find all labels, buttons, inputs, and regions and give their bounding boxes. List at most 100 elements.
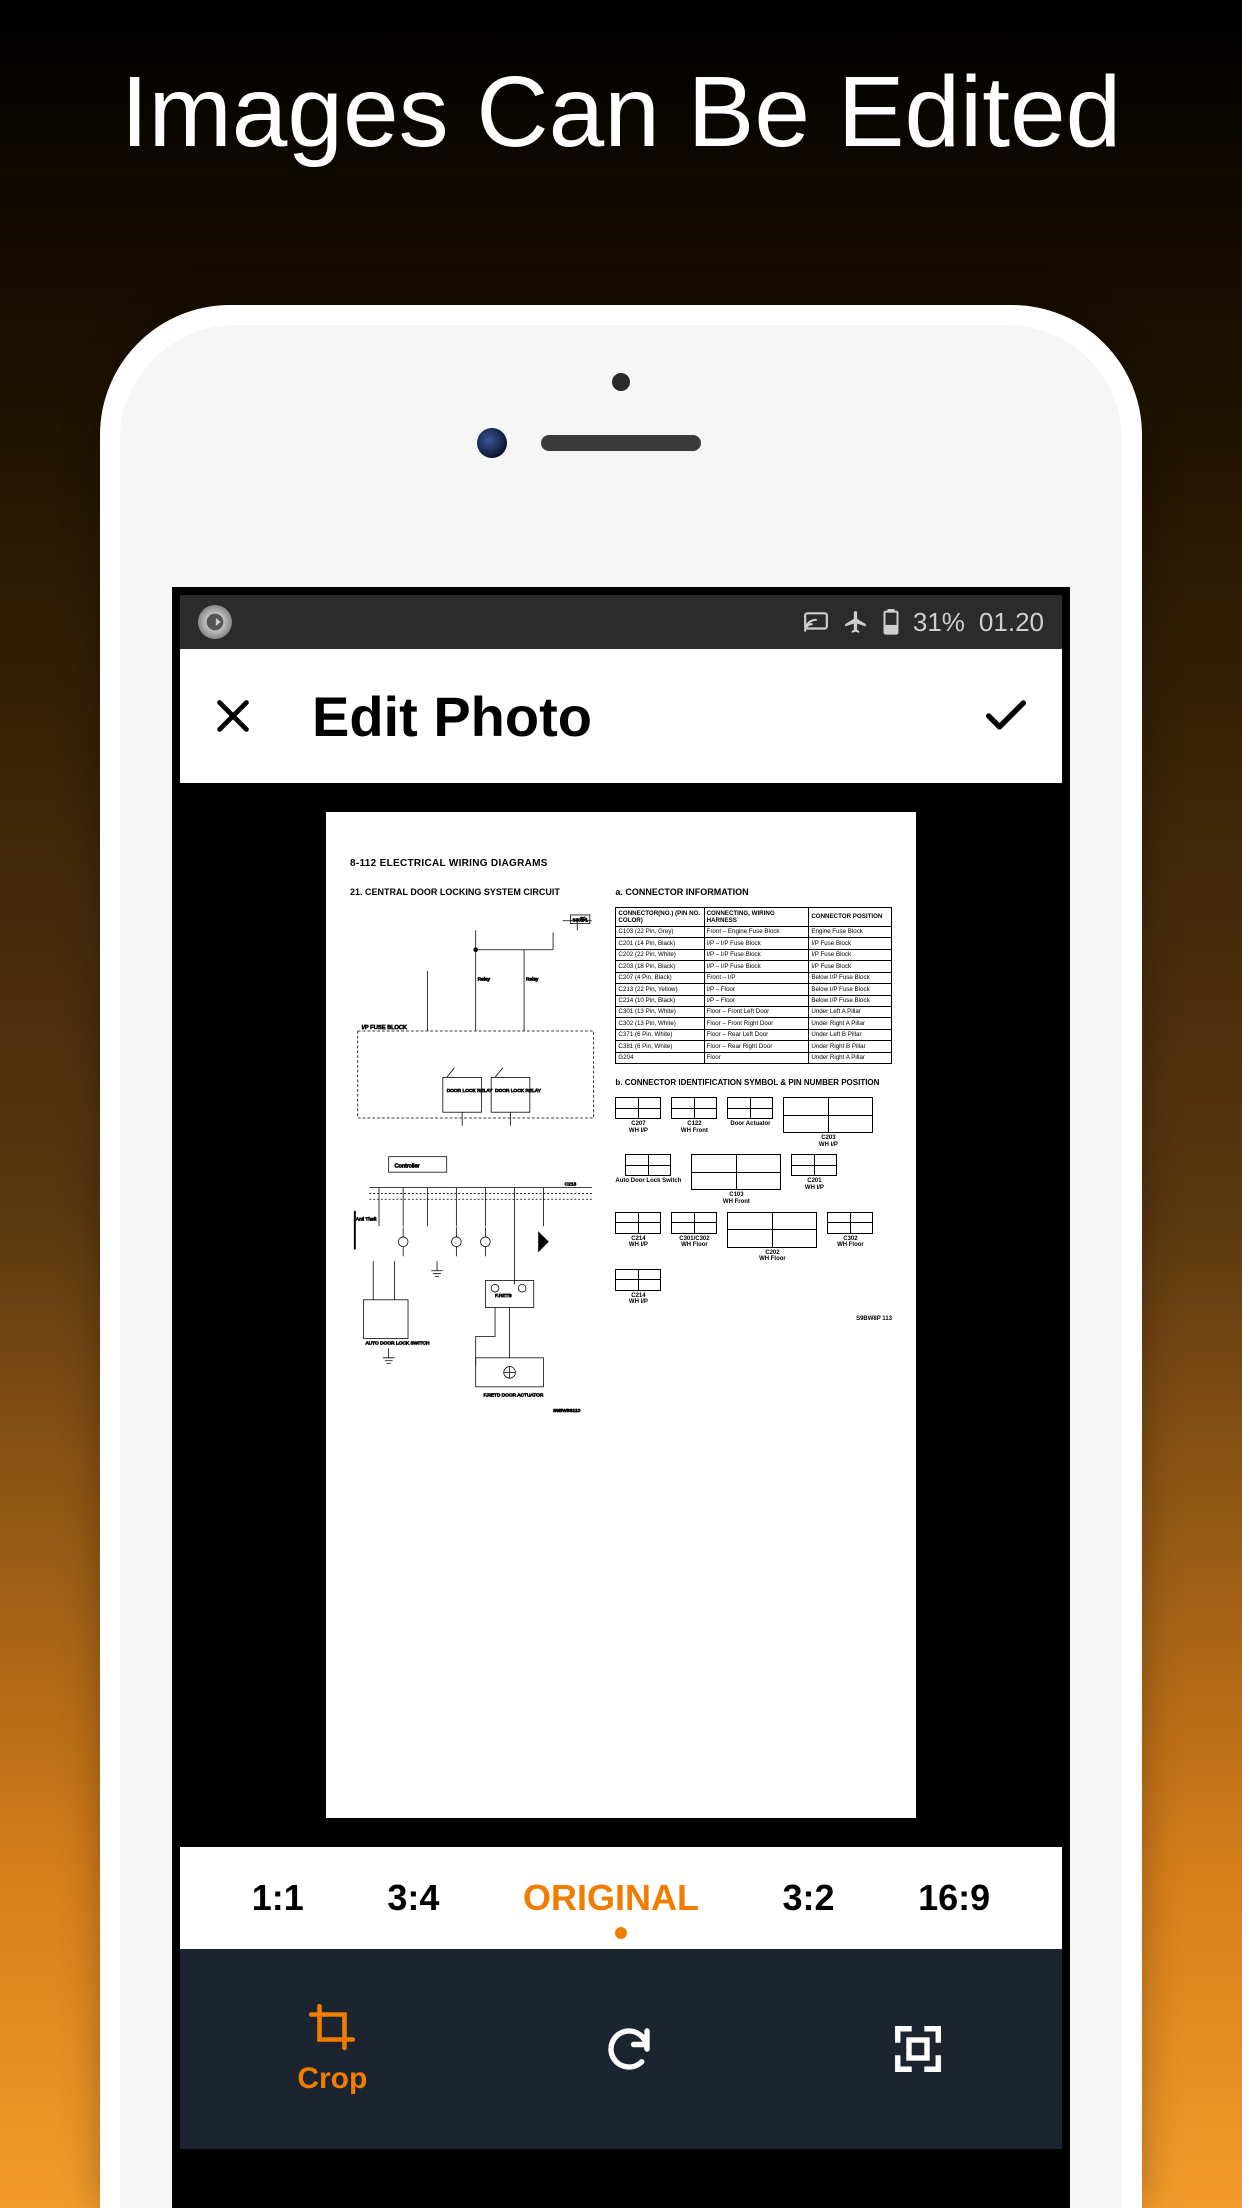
connector-label: Door Actuator xyxy=(730,1121,770,1128)
connector-shape xyxy=(827,1212,873,1234)
rotate-icon xyxy=(602,2022,656,2076)
table-cell: Below I/P Fuse Block xyxy=(809,972,892,983)
ratio-original[interactable]: ORIGINAL xyxy=(523,1877,699,1919)
connector-label: C122WH Front xyxy=(681,1121,708,1134)
table-row: C103 (22 Pin, Grey)Front – Engine Fuse B… xyxy=(616,926,892,937)
svg-text:AUTO DOOR LOCK SWITCH: AUTO DOOR LOCK SWITCH xyxy=(365,1340,430,1346)
table-cell: I/P – I/P Fuse Block xyxy=(704,949,809,960)
ratio-3-4[interactable]: 3:4 xyxy=(387,1877,439,1919)
table-cell: I/P – Floor xyxy=(704,984,809,995)
tool-rotate[interactable] xyxy=(602,2022,656,2076)
app-bar: Edit Photo xyxy=(180,649,1062,783)
cast-icon xyxy=(803,609,829,635)
table-cell: Floor – Rear Left Door xyxy=(704,1029,809,1040)
table-cell: C201 (14 Pin, Black) xyxy=(616,938,704,949)
table-cell: Below I/P Fuse Block xyxy=(809,984,892,995)
fit-screen-icon xyxy=(891,2022,945,2076)
table-row: C381 (6 Pin, White)Floor – Rear Right Do… xyxy=(616,1041,892,1052)
table-cell: C214 (10 Pin, Black) xyxy=(616,995,704,1006)
battery-percent: 31% xyxy=(913,607,965,638)
table-cell: Under Right A Pillar xyxy=(809,1052,892,1063)
connector-shape xyxy=(671,1212,717,1234)
ratio-1-1[interactable]: 1:1 xyxy=(252,1877,304,1919)
svg-text:Relay: Relay xyxy=(526,977,539,983)
connector-label: C207WH I/P xyxy=(629,1121,648,1134)
ratio-3-2[interactable]: 3:2 xyxy=(783,1877,835,1919)
status-bar: 31% 01.20 xyxy=(180,595,1062,649)
table-cell: Under Left A Pillar xyxy=(809,1006,892,1017)
table-row: C207 (4 Pin, Black)Front – I/PBelow I/P … xyxy=(616,972,892,983)
table-cell: Engine Fuse Block xyxy=(809,926,892,937)
connector-label: Auto Door Lock Switch xyxy=(615,1178,681,1185)
connector-block: C202WH Floor xyxy=(727,1212,817,1263)
crop-canvas[interactable]: 8-112 ELECTRICAL WIRING DIAGRAMS 21. CEN… xyxy=(180,783,1062,1847)
table-cell: I/P – Floor xyxy=(704,995,809,1006)
table-header: CONNECTOR POSITION xyxy=(809,908,892,927)
phone-sensor-dot xyxy=(612,373,630,391)
svg-text:F.RETB: F.RETB xyxy=(495,1293,512,1299)
phone-screen: 31% 01.20 Edit Photo 8-112 ELECTRICAL WI… xyxy=(172,587,1070,2208)
table-row: C301 (13 Pin, White)Floor – Front Left D… xyxy=(616,1006,892,1017)
table-cell: I/P Fuse Block xyxy=(809,949,892,960)
svg-text:C213: C213 xyxy=(565,1182,577,1188)
table-cell: C302 (13 Pin, White) xyxy=(616,1018,704,1029)
status-right: 31% 01.20 xyxy=(803,607,1044,638)
ratio-16-9[interactable]: 16:9 xyxy=(918,1877,990,1919)
close-button[interactable] xyxy=(210,693,256,739)
svg-text:I/P FUSE BLOCK: I/P FUSE BLOCK xyxy=(362,1025,407,1031)
table-cell: C381 (6 Pin, White) xyxy=(616,1041,704,1052)
table-row: C302 (13 Pin, White)Floor – Front Right … xyxy=(616,1018,892,1029)
table-cell: Below I/P Fuse Block xyxy=(809,995,892,1006)
table-cell: C213 (22 Pin, Yellow) xyxy=(616,984,704,995)
table-cell: Floor – Front Right Door xyxy=(704,1018,809,1029)
connector-block: Door Actuator xyxy=(727,1097,773,1148)
phone-camera xyxy=(477,428,507,458)
connector-label: C103WH Front xyxy=(723,1192,750,1205)
circuit-diagram: 30 S301-1 I/P FUSE BLOCK xyxy=(350,913,601,1416)
connector-shape xyxy=(671,1097,717,1119)
table-row: C201 (14 Pin, Black)I/P – I/P Fuse Block… xyxy=(616,938,892,949)
connector-block: C214WH I/P xyxy=(615,1269,661,1306)
crop-icon xyxy=(307,2002,357,2052)
airplane-icon xyxy=(843,609,869,635)
connector-shape xyxy=(615,1212,661,1234)
tool-fit[interactable] xyxy=(891,2022,945,2076)
phone-frame: 31% 01.20 Edit Photo 8-112 ELECTRICAL WI… xyxy=(100,305,1142,2208)
ratio-indicator-dot xyxy=(615,1927,627,1939)
table-row: C214 (10 Pin, Black)I/P – FloorBelow I/P… xyxy=(616,995,892,1006)
table-cell: Under Right A Pillar xyxy=(809,1018,892,1029)
aspect-ratio-bar: 1:1 3:4 ORIGINAL 3:2 16:9 xyxy=(180,1847,1062,1949)
doc-right-title-b: b. CONNECTOR IDENTIFICATION SYMBOL & PIN… xyxy=(615,1078,892,1087)
tool-bar: Crop xyxy=(180,1949,1062,2149)
document-preview: 8-112 ELECTRICAL WIRING DIAGRAMS 21. CEN… xyxy=(326,812,916,1818)
connector-block: C201WH I/P xyxy=(791,1154,837,1205)
svg-text:Controller: Controller xyxy=(394,1163,419,1169)
status-time: 01.20 xyxy=(979,607,1044,638)
tool-crop[interactable]: Crop xyxy=(297,2002,367,2096)
connector-shape xyxy=(625,1154,671,1176)
table-cell: Front – Engine Fuse Block xyxy=(704,926,809,937)
svg-text:Anti Theft: Anti Theft xyxy=(356,1217,377,1223)
connector-label: C302WH Floor xyxy=(837,1236,864,1249)
connector-label: C214WH I/P xyxy=(629,1293,648,1306)
connector-label: C201WH I/P xyxy=(805,1178,824,1191)
status-left-icon xyxy=(198,605,232,639)
connector-block: C122WH Front xyxy=(671,1097,717,1148)
phone-bezel: 31% 01.20 Edit Photo 8-112 ELECTRICAL WI… xyxy=(120,325,1122,2208)
connector-shape xyxy=(615,1269,661,1291)
table-cell: Floor xyxy=(704,1052,809,1063)
svg-text:F.RETD DOOR ACTUATOR: F.RETD DOOR ACTUATOR xyxy=(483,1393,543,1399)
connector-label: C214WH I/P xyxy=(629,1236,648,1249)
connector-shape xyxy=(691,1154,781,1190)
connector-shape xyxy=(791,1154,837,1176)
confirm-button[interactable] xyxy=(980,690,1032,742)
connector-block: C214WH I/P xyxy=(615,1212,661,1263)
table-cell: Floor – Front Left Door xyxy=(704,1006,809,1017)
connector-label: C301/C302WH Floor xyxy=(679,1236,709,1249)
table-cell: G204 xyxy=(616,1052,704,1063)
table-row: C203 (18 Pin, Black)I/P – I/P Fuse Block… xyxy=(616,961,892,972)
table-row: C371 (6 Pin, White)Floor – Rear Left Doo… xyxy=(616,1029,892,1040)
table-cell: C371 (6 Pin, White) xyxy=(616,1029,704,1040)
table-cell: I/P – I/P Fuse Block xyxy=(704,938,809,949)
table-row: C213 (22 Pin, Yellow)I/P – FloorBelow I/… xyxy=(616,984,892,995)
